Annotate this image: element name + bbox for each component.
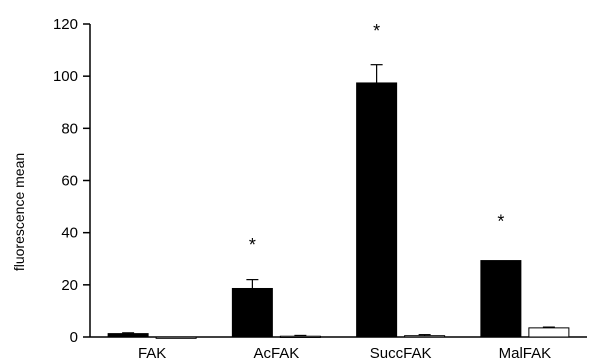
bar bbox=[231, 287, 273, 338]
bar bbox=[155, 336, 197, 339]
x-category-label: SuccFAK bbox=[370, 345, 432, 360]
bar bbox=[107, 333, 149, 338]
bar bbox=[528, 327, 570, 338]
bars bbox=[107, 82, 570, 339]
significance-star: * bbox=[249, 235, 256, 255]
significance-star: * bbox=[497, 212, 504, 232]
y-tick-label: 120 bbox=[53, 16, 78, 33]
y-tick-label: 40 bbox=[61, 225, 78, 242]
significance-markers: * * * bbox=[249, 21, 505, 255]
bar bbox=[279, 335, 321, 338]
y-tick-label: 60 bbox=[61, 173, 78, 190]
bar bbox=[404, 335, 446, 338]
bar bbox=[480, 260, 522, 338]
x-category-labels: FAK AcFAK SuccFAK MalFAK bbox=[138, 345, 551, 360]
y-tick-label: 0 bbox=[70, 329, 78, 346]
y-axis-title: fluorescence mean bbox=[11, 153, 27, 271]
bar bbox=[356, 82, 398, 338]
y-ticks: 0 20 40 60 80 100 120 bbox=[53, 16, 90, 346]
error-bars bbox=[122, 64, 555, 337]
y-tick-label: 80 bbox=[61, 120, 78, 137]
x-category-label: AcFAK bbox=[253, 345, 299, 360]
x-category-label: FAK bbox=[138, 345, 166, 360]
significance-star: * bbox=[373, 21, 380, 41]
y-tick-label: 100 bbox=[53, 68, 78, 85]
x-category-label: MalFAK bbox=[499, 345, 552, 360]
y-tick-label: 20 bbox=[61, 277, 78, 294]
